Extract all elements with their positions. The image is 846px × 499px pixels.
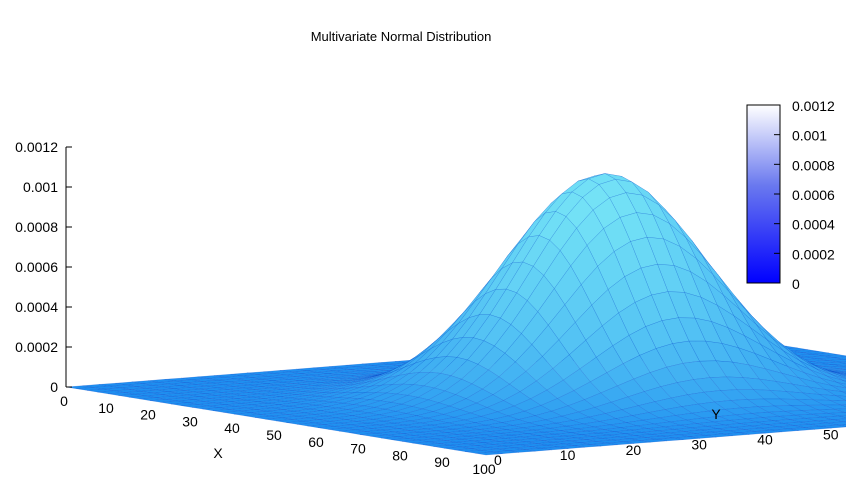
- x-tick-label: 0: [60, 393, 68, 409]
- colorbar: 0 0.0002 0.0004 0.0006 0.0008 0.001 0.0012: [747, 98, 835, 292]
- z-tick-label: 0: [50, 379, 58, 395]
- colorbar-tick-label: 0.0004: [792, 217, 835, 233]
- x-tick-label: 20: [140, 407, 156, 423]
- colorbar-tick-label: 0.001: [792, 128, 827, 144]
- y-tick-label: 0: [494, 452, 502, 468]
- y-axis-label: Y: [711, 406, 721, 422]
- x-tick-label: 50: [266, 427, 282, 443]
- x-axis-label: X: [213, 445, 223, 461]
- x-tick-label: 60: [308, 434, 324, 450]
- z-tick-label: 0.001: [23, 179, 58, 195]
- z-tick-label: 0.0002: [15, 339, 58, 355]
- y-tick-label: 30: [691, 437, 707, 453]
- y-tick-label: 40: [757, 432, 773, 448]
- z-axis: 0 0.0002 0.0004 0.0006 0.0008 0.001 0.0012: [15, 139, 72, 395]
- chart-title: Multivariate Normal Distribution: [311, 29, 492, 44]
- y-tick-label: 20: [626, 442, 642, 458]
- z-tick-label: 0.0004: [15, 299, 58, 315]
- x-tick-label: 80: [392, 447, 408, 463]
- colorbar-tick-label: 0.0008: [792, 157, 835, 173]
- x-tick-label: 10: [98, 400, 114, 416]
- x-tick-label: 30: [182, 413, 198, 429]
- y-tick-label: 50: [823, 427, 839, 443]
- x-tick-label: 100: [472, 461, 496, 477]
- x-tick-label: 70: [350, 441, 366, 457]
- z-tick-label: 0.0008: [15, 219, 58, 235]
- x-tick-label: 40: [224, 420, 240, 436]
- y-tick-label: 10: [560, 447, 576, 463]
- z-tick-label: 0.0006: [15, 259, 58, 275]
- x-tick-label: 90: [434, 454, 450, 470]
- colorbar-tick-label: 0.0002: [792, 246, 835, 262]
- colorbar-tick-label: 0.0006: [792, 187, 835, 203]
- z-tick-label: 0.0012: [15, 139, 58, 155]
- colorbar-tick-label: 0.0012: [792, 98, 835, 114]
- colorbar-tick-label: 0: [792, 276, 800, 292]
